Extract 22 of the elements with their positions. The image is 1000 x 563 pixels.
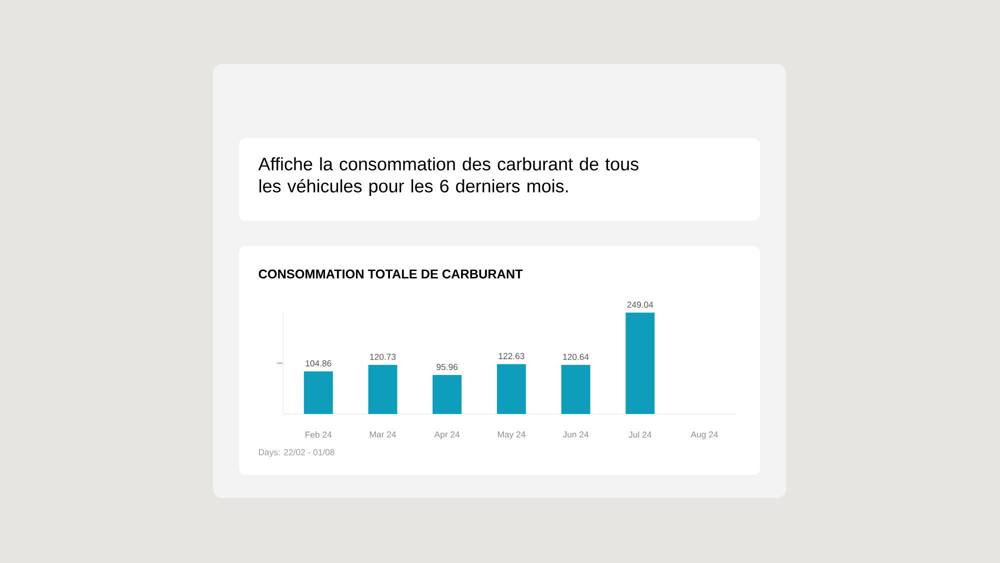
x-tick-label: May 24 — [498, 431, 526, 440]
data-label: 120.64 — [563, 354, 589, 360]
data-label: 120.73 — [370, 354, 396, 360]
bar — [561, 364, 590, 414]
x-tick-label: Aug 24 — [690, 431, 718, 440]
data-label: 95.96 — [436, 364, 458, 370]
x-tick-label: Apr 24 — [434, 431, 460, 440]
bar — [432, 374, 462, 414]
data-label: 104.86 — [306, 360, 332, 366]
x-tick-label: Mar 24 — [370, 431, 396, 438]
bar — [496, 364, 526, 414]
data-label: 249.04 — [627, 302, 654, 308]
x-tick-label: Jul 24 — [628, 431, 652, 438]
x-tick-label: Jun 24 — [562, 431, 589, 438]
bar — [304, 371, 333, 414]
chart-title: CONSOMMATION TOTALE DE CARBURANT — [258, 270, 523, 278]
bar — [626, 312, 655, 414]
data-label: 122.63 — [498, 353, 524, 360]
bar — [368, 364, 398, 414]
text: Days: 22/02 - 01/08 — [258, 448, 334, 458]
x-tick-label: Feb 24 — [306, 431, 332, 438]
chart-subtitle: Affiche la consommation des carburant de tous les véhicules pour les 6 derniers mois. — [258, 157, 638, 196]
